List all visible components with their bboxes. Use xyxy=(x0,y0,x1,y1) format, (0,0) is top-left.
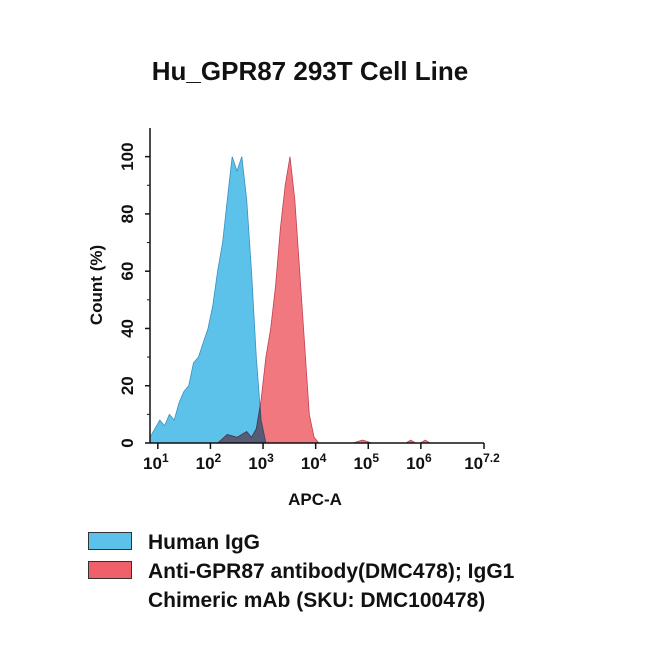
x-tick-base: 10 xyxy=(196,454,215,473)
y-tick-label: 40 xyxy=(118,319,137,338)
legend-label: Human IgG xyxy=(148,531,261,554)
x-tick-exponent: 3 xyxy=(267,451,274,465)
x-tick-exponent: 6 xyxy=(425,451,432,465)
legend-item: Human IgG xyxy=(88,528,598,557)
chart-title: Hu_GPR87 293T Cell Line xyxy=(152,56,468,86)
x-tick-exponent: 1 xyxy=(162,451,169,465)
x-tick-base: 10 xyxy=(143,454,162,473)
x-tick-base: 10 xyxy=(406,454,425,473)
x-tick-base: 10 xyxy=(248,454,267,473)
x-tick-exponent: 2 xyxy=(215,451,222,465)
x-tick-label: 104 xyxy=(301,451,327,473)
x-tick-label: 103 xyxy=(248,451,274,473)
x-tick-base: 10 xyxy=(353,454,372,473)
x-tick-base: 10 xyxy=(464,454,483,473)
x-tick-base: 10 xyxy=(301,454,320,473)
y-tick-label: 100 xyxy=(118,142,137,170)
x-axis-label: APC-A xyxy=(288,490,342,509)
y-tick-label: 20 xyxy=(118,376,137,395)
series-area xyxy=(216,156,432,444)
series-area xyxy=(149,156,267,444)
legend-item: Anti-GPR87 antibody(DMC478); IgG1 Chimer… xyxy=(88,557,598,615)
x-tick-exponent: 4 xyxy=(320,451,327,465)
legend-label: Anti-GPR87 antibody(DMC478); IgG1 Chimer… xyxy=(148,560,515,612)
x-tick-exponent: 7.2 xyxy=(483,451,500,465)
x-tick-label: 101 xyxy=(143,451,169,473)
legend-swatch xyxy=(88,561,132,579)
legend-swatch xyxy=(88,532,132,550)
y-axis-label: Count (%) xyxy=(87,245,106,325)
x-tick-label: 102 xyxy=(196,451,222,473)
x-tick-label: 105 xyxy=(353,451,379,473)
chart: Hu_GPR87 293T Cell Line APC-A Count (%) … xyxy=(87,56,500,509)
x-tick-label: 107.2 xyxy=(464,451,500,473)
y-tick-label: 0 xyxy=(118,438,137,447)
y-tick-label: 80 xyxy=(118,204,137,223)
x-tick-label: 106 xyxy=(406,451,432,473)
y-tick-label: 60 xyxy=(118,262,137,281)
x-tick-exponent: 5 xyxy=(372,451,379,465)
